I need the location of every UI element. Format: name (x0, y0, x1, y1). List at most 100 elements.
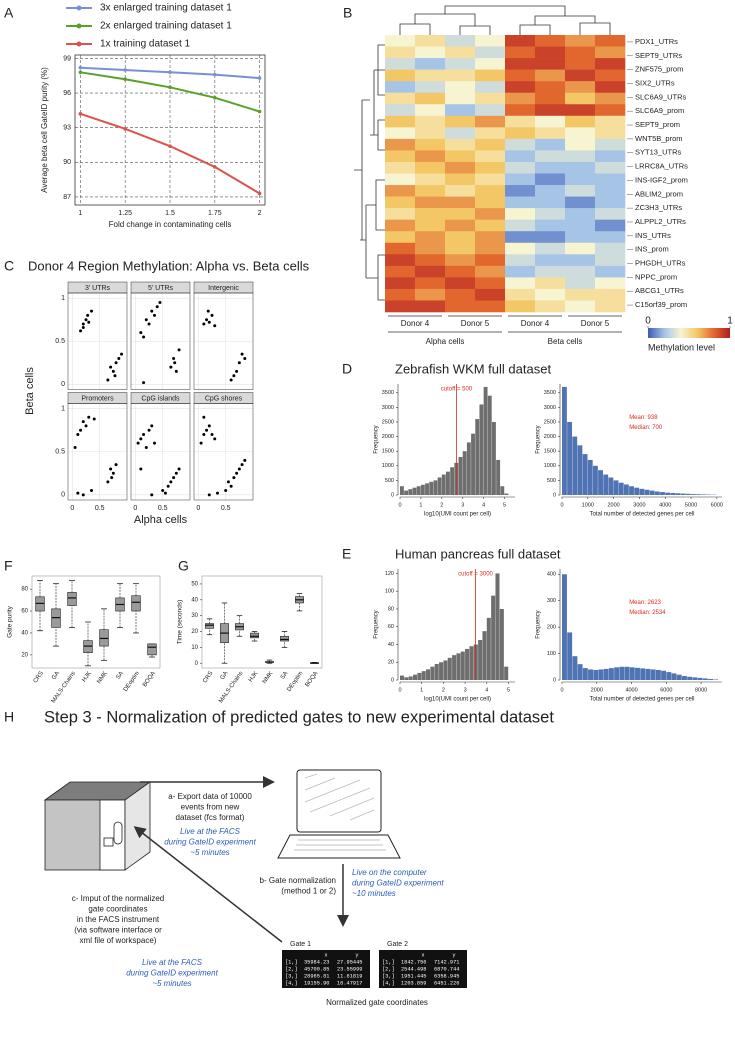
heatmap-cell (415, 35, 446, 47)
bar (417, 672, 422, 680)
y-axis-label: Gate purity (7, 605, 14, 638)
x-tick-label: 8000 (695, 687, 707, 693)
legend-label: 3x enlarged training dataset 1 (100, 3, 232, 14)
heatmap-cell (565, 242, 596, 255)
bar (649, 490, 655, 495)
bar (562, 386, 567, 495)
row-label: WNT5B_prom (635, 134, 683, 143)
x-tick-label: 0 (133, 505, 137, 512)
heatmap-cell (445, 231, 476, 244)
row-label: SLC6A9_UTRs (635, 92, 687, 101)
y-tick-label: 10 (191, 645, 198, 651)
x-tick-label: 4000 (659, 502, 671, 508)
bar (408, 489, 413, 495)
annotation: Mean: 938 (629, 415, 658, 421)
data-point (206, 309, 210, 313)
gate-cell: 16.47917 (337, 980, 362, 986)
x-tick-label: 4 (482, 502, 485, 508)
gate-cell: 11.61819 (337, 973, 362, 979)
gate-cell: [1,] (285, 959, 298, 965)
row-label: C15orf39_prom (635, 300, 687, 309)
bar (619, 666, 625, 680)
heatmap-cell (475, 115, 506, 128)
x-tick-label: NMK (96, 671, 109, 685)
heatmap-cell (535, 219, 566, 232)
gate-console (282, 950, 370, 988)
data-point (81, 322, 85, 326)
data-point (92, 417, 96, 421)
heatmap-cell (595, 196, 626, 209)
data-point (152, 313, 156, 317)
data-point (111, 369, 115, 373)
data-point (87, 415, 91, 419)
x-tick-label: 0.5 (95, 505, 105, 512)
heatmap-cell (445, 242, 476, 255)
data-point (76, 491, 80, 495)
heatmap-cell (385, 231, 416, 244)
colorbar (648, 328, 730, 338)
heatmap-cell (565, 35, 596, 47)
colorbar-tick-label: 0 (645, 316, 651, 327)
bar (478, 640, 483, 680)
heatmap-cell (505, 127, 536, 140)
data-point (73, 445, 77, 449)
y-tick-label: 100 (385, 589, 394, 595)
heatmap-cell (595, 81, 626, 94)
bar (483, 386, 488, 495)
heatmap-cell (385, 185, 416, 197)
data-point (174, 471, 178, 475)
bar (692, 677, 698, 680)
heatmap-cell (565, 127, 596, 140)
heatmap-cell (535, 81, 566, 94)
heatmap-cell (475, 231, 506, 244)
plot-frame (74, 54, 266, 206)
bar (666, 672, 672, 680)
y-tick-label: 0 (391, 677, 394, 683)
heatmap-cell (565, 81, 596, 94)
heatmap-cell (385, 69, 416, 82)
heatmap-cell (535, 150, 566, 163)
bar (416, 486, 421, 495)
heatmap-cell (565, 277, 596, 290)
data-point (224, 489, 228, 493)
gate-header: y (355, 952, 358, 958)
facet-frame (67, 403, 128, 501)
data-point (237, 361, 241, 365)
step-text: ~5 minutes (190, 848, 229, 857)
y-axis-label: Frequency (374, 610, 380, 638)
bar (682, 676, 687, 680)
x-tick-label: 0 (398, 502, 401, 508)
step-text: gate coordinates (88, 905, 147, 914)
data-point (240, 463, 244, 467)
heatmap-cell (505, 161, 536, 174)
bar (499, 608, 504, 680)
heatmap-cell (385, 115, 416, 128)
data-point (226, 480, 230, 484)
heatmap-cell (445, 46, 476, 59)
heatmap-cell (535, 46, 566, 59)
heatmap-cell (535, 161, 566, 174)
chart-title: Donor 4 Region Methylation: Alpha vs. Be… (28, 258, 310, 273)
x-tick-label: NMK (262, 671, 275, 685)
heatmap-cell (445, 173, 476, 186)
heatmap-cell (475, 277, 506, 290)
data-point (120, 352, 124, 356)
panel-letter: D (342, 361, 352, 377)
y-axis-label: Frequency (536, 610, 542, 638)
gate-cell: [4,] (285, 980, 298, 986)
heatmap-cell (565, 254, 596, 267)
laptop-keys (294, 839, 386, 851)
x-tick-label: HJK (82, 671, 93, 684)
heatmap-cell (475, 92, 506, 105)
heatmap-cell (475, 104, 506, 117)
heatmap-cell (445, 219, 476, 232)
heatmap-cell (535, 185, 566, 197)
heatmap-cell (475, 265, 506, 278)
diagram-caption: Normalized gate coordinates (326, 998, 428, 1007)
data-point (123, 68, 127, 72)
bar (665, 492, 671, 495)
bar (614, 667, 620, 680)
x-tick-label: 1.5 (165, 210, 175, 217)
gate-cell: 19155.90 (304, 980, 329, 986)
